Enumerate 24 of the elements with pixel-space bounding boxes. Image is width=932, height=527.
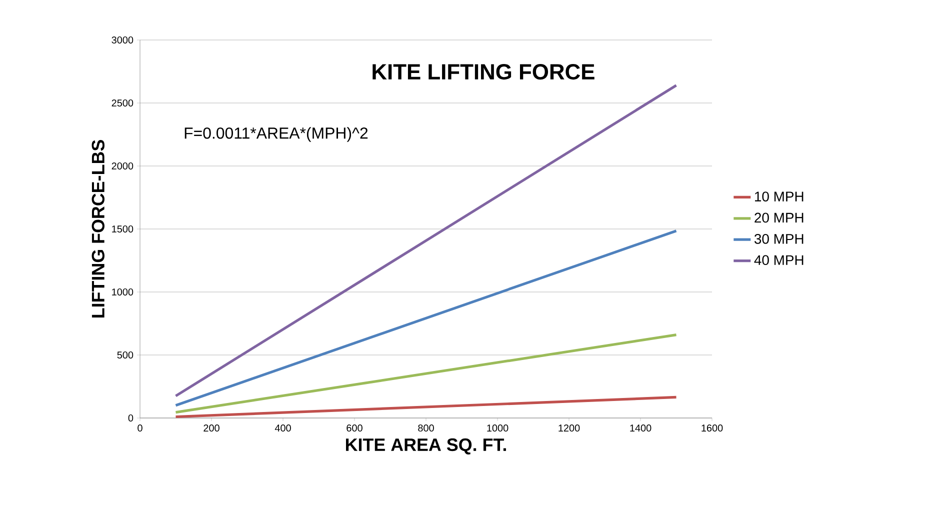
annotation: F=0.0011*AREA*(MPH)^2 [184, 127, 368, 142]
legend-label: 40 MPH [754, 255, 804, 266]
y-tick-label: 2500 [112, 99, 134, 107]
y-axis-title: LIFTING FORCE-LBS [92, 140, 104, 318]
x-tick-label: 200 [204, 424, 220, 432]
y-tick-label: 0 [128, 414, 134, 422]
y-tick-label: 1000 [112, 288, 134, 296]
legend-label: 20 MPH [754, 212, 804, 223]
y-tick-label: 1500 [112, 225, 134, 233]
x-tick-label: 1400 [630, 424, 652, 432]
y-tick-label: 500 [117, 351, 134, 359]
legend-label: 10 MPH [755, 192, 804, 202]
x-tick-label: 600 [346, 424, 362, 432]
y-tick-label: 2000 [112, 162, 134, 170]
x-axis-title: KITE AREA SQ. FT. [346, 438, 506, 454]
x-tick-label: 400 [274, 424, 291, 432]
x-tick-label: 0 [138, 424, 142, 432]
y-tick-label: 3000 [112, 36, 134, 44]
x-tick-label: 800 [418, 424, 434, 432]
text: KITE LIFTING FORCE [372, 64, 594, 80]
legend-label: 30 MPH [754, 234, 804, 244]
x-tick-label: 1600 [702, 424, 723, 432]
x-tick-label: 1000 [487, 424, 508, 432]
x-tick-label: 1200 [558, 424, 580, 432]
